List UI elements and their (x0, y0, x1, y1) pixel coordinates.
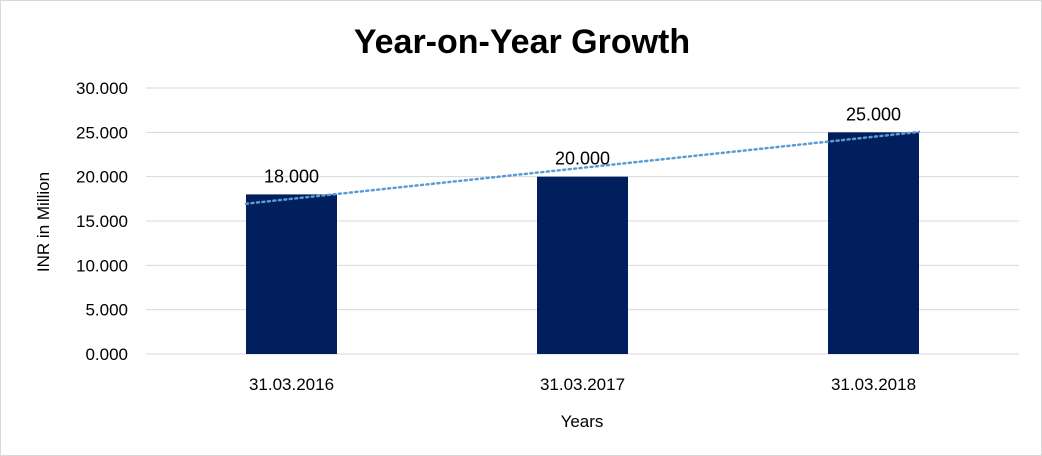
data-label: 25.000 (846, 104, 901, 124)
bar (246, 194, 337, 354)
y-tick-label: 15.000 (76, 212, 128, 231)
bar (828, 132, 919, 354)
data-label: 20.000 (555, 149, 610, 169)
trendline (244, 130, 921, 205)
y-tick-label: 0.000 (85, 345, 128, 364)
x-tick-label: 31.03.2017 (540, 375, 625, 394)
x-tick-label: 31.03.2016 (249, 375, 334, 394)
x-axis-label: Years (561, 412, 604, 431)
y-tick-label: 30.000 (76, 79, 128, 98)
chart-title: Year-on-Year Growth (354, 23, 690, 61)
x-axis-ticks: 31.03.2016 31.03.2017 31.03.2018 (249, 375, 916, 394)
x-tick-label: 31.03.2018 (831, 375, 916, 394)
data-labels: 18.000 20.000 25.000 (264, 104, 901, 186)
y-tick-label: 10.000 (76, 256, 128, 275)
bar (537, 176, 628, 354)
y-axis-label: INR in Million (34, 172, 53, 272)
trendline-group (244, 130, 921, 205)
y-tick-label: 20.000 (76, 168, 128, 187)
bars (246, 132, 919, 354)
y-axis-ticks: 0.000 5.000 10.000 15.000 20.000 25.000 30.000 (76, 79, 128, 364)
y-tick-label: 5.000 (85, 301, 128, 320)
data-label: 18.000 (264, 166, 319, 186)
y-tick-label: 25.000 (76, 123, 128, 142)
